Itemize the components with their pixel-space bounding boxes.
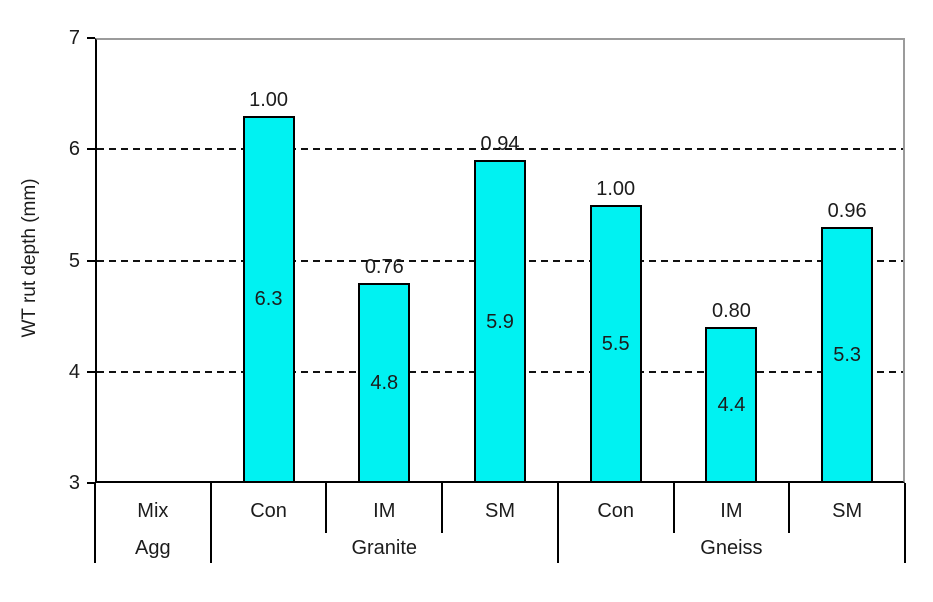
x-axis-row-header-mix: Mix (137, 500, 169, 522)
y-tick-mark (87, 259, 95, 262)
x-category-label: Con (250, 500, 287, 522)
x-category-label: IM (373, 500, 396, 522)
x-axis-group-separator (209, 483, 212, 563)
bar-value-label: 4.8 (370, 371, 399, 394)
bar-ratio-label: 0.76 (364, 255, 404, 278)
y-tick-label: 7 (68, 27, 80, 49)
bar-gneiss-im (705, 327, 758, 483)
y-tick-mark (87, 370, 95, 373)
bar-value-label: 5.3 (833, 344, 862, 367)
x-axis-group-separator (556, 483, 559, 563)
x-group-label-gneiss: Gneiss (700, 537, 763, 559)
x-axis-category-separator (325, 483, 328, 533)
bar-ratio-label: 0.96 (827, 200, 867, 223)
bar-gneiss-sm (821, 227, 874, 483)
bar-granite-con (242, 115, 295, 483)
bar-value-label: 6.3 (254, 288, 283, 311)
x-axis-group-separator (94, 483, 96, 563)
y-tick-label: 5 (68, 249, 80, 272)
x-axis-category-separator (672, 483, 675, 533)
bar-granite-im (358, 282, 411, 483)
y-tick-label: 3 (68, 472, 80, 494)
x-axis-row-header-agg: Agg (135, 537, 171, 559)
y-tick-label: 6 (68, 138, 80, 161)
y-tick-label: 4 (68, 360, 80, 383)
x-group-label-granite: Granite (351, 537, 418, 559)
bar-ratio-label: 1.00 (596, 177, 636, 200)
gridline (97, 148, 903, 151)
x-category-label: SM (832, 500, 863, 522)
y-tick-mark (87, 482, 95, 484)
bar-value-label: 5.9 (486, 310, 514, 333)
x-axis-category-separator (441, 483, 444, 533)
bar-ratio-label: 1.00 (249, 88, 289, 111)
bar-granite-sm (474, 160, 526, 483)
bar-value-label: 4.4 (717, 394, 746, 417)
bar-ratio-label: 0.94 (480, 133, 520, 156)
bar-ratio-label: 0.80 (711, 300, 751, 323)
y-tick-mark (87, 148, 95, 151)
x-axis-group-separator (904, 483, 906, 563)
bar-value-label: 5.5 (601, 332, 630, 355)
x-axis-category-separator (788, 483, 791, 533)
x-category-label: SM (484, 500, 515, 522)
x-category-label: IM (720, 500, 743, 522)
x-category-label: Con (597, 500, 635, 522)
bar-gneiss-con (589, 204, 642, 483)
y-tick-mark (87, 37, 95, 39)
